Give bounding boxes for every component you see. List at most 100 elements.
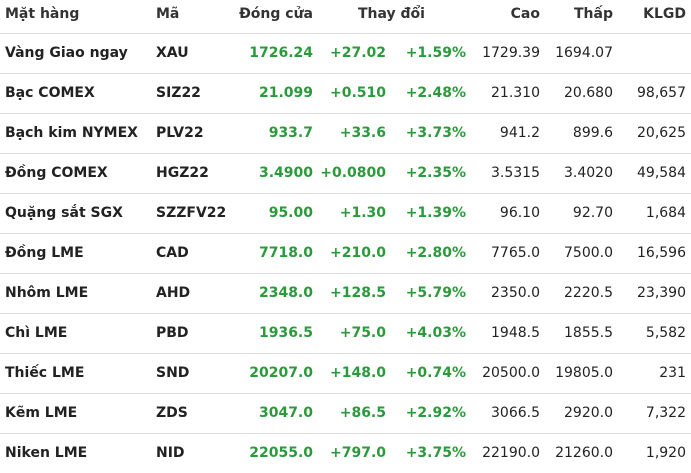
table-row: Bạc COMEX SIZ22 21.099 +0.510 +2.48% 21.310 20… bbox=[0, 73, 691, 113]
table-cell: +797.0 bbox=[329, 445, 386, 461]
table-cell: +2.80% bbox=[405, 245, 466, 261]
table-cell: 22190.0 bbox=[482, 445, 540, 461]
table-cell: 1694.07 bbox=[555, 45, 613, 61]
table-cell: 2220.5 bbox=[564, 285, 613, 301]
table-cell: 23,390 bbox=[637, 285, 686, 301]
table-cell: 941.2 bbox=[499, 125, 540, 141]
table-row: Niken LME NID 22055.0 +797.0 +3.75% 22190.0 21… bbox=[0, 433, 691, 473]
table-row: Đồng LME CAD 7718.0 +210.0 +2.80% 7765.0 7500.… bbox=[0, 233, 691, 273]
table-cell: Bạc COMEX bbox=[5, 85, 95, 101]
header-cell: KLGD bbox=[643, 6, 686, 22]
table-cell: Kẽm LME bbox=[5, 405, 78, 421]
table-cell: +0.74% bbox=[405, 365, 466, 381]
table-cell: ZDS bbox=[156, 405, 188, 421]
table-cell: +0.0800 bbox=[320, 165, 386, 181]
table-cell: Vàng Giao ngay bbox=[5, 45, 128, 61]
table-cell: +5.79% bbox=[405, 285, 466, 301]
table-cell: AHD bbox=[156, 285, 191, 301]
table-cell: Đồng COMEX bbox=[5, 165, 108, 181]
table-row: Đồng COMEX HGZ22 3.4900 +0.0800 +2.35% 3.5315… bbox=[0, 153, 691, 193]
table-cell: +210.0 bbox=[329, 245, 386, 261]
table-cell: NID bbox=[156, 445, 185, 461]
table-cell: Đồng LME bbox=[5, 245, 84, 261]
table-cell: XAU bbox=[156, 45, 189, 61]
table-row: Chì LME PBD 1936.5 +75.0 +4.03% 1948.5 1855.5 5… bbox=[0, 313, 691, 353]
table-row: Vàng Giao ngay XAU 1726.24 +27.02 +1.59% 1729… bbox=[0, 33, 691, 73]
table-cell: +2.48% bbox=[405, 85, 466, 101]
table-cell: 3.4900 bbox=[258, 165, 313, 181]
table-cell: SND bbox=[156, 365, 190, 381]
table-cell: Chì LME bbox=[5, 325, 68, 341]
table-cell: 7500.0 bbox=[564, 245, 613, 261]
table-cell: 21260.0 bbox=[555, 445, 613, 461]
table-cell: +128.5 bbox=[329, 285, 386, 301]
table-cell: +1.30 bbox=[339, 205, 386, 221]
table-cell: 92.70 bbox=[572, 205, 613, 221]
table-cell: +2.35% bbox=[405, 165, 466, 181]
table-cell: 899.6 bbox=[572, 125, 613, 141]
table-cell: 19805.0 bbox=[555, 365, 613, 381]
table-row: Thiếc LME SND 20207.0 +148.0 +0.74% 20500.0 19… bbox=[0, 353, 691, 393]
table-cell: 16,596 bbox=[637, 245, 686, 261]
table-cell: 20.680 bbox=[564, 85, 613, 101]
header-row: Mặt hàng Mã Đóng cửa Thay đổi Cao Thấp KLGD bbox=[0, 0, 691, 33]
table-cell: 2920.0 bbox=[564, 405, 613, 421]
table-cell: Bạch kim NYMEX bbox=[5, 125, 138, 141]
table-cell: 49,584 bbox=[637, 165, 686, 181]
table-cell: +4.03% bbox=[405, 325, 466, 341]
header-cell: Mặt hàng bbox=[5, 6, 80, 22]
table-cell: Thiếc LME bbox=[5, 365, 85, 381]
table-cell: +2.92% bbox=[405, 405, 466, 421]
table-cell: 1729.39 bbox=[482, 45, 540, 61]
table-cell: 22055.0 bbox=[249, 445, 313, 461]
table-cell: 3047.0 bbox=[258, 405, 313, 421]
table-cell: 1,920 bbox=[645, 445, 686, 461]
table-cell: SIZ22 bbox=[156, 85, 201, 101]
table-cell: 5,582 bbox=[645, 325, 686, 341]
table-cell: 7765.0 bbox=[491, 245, 540, 261]
table-cell: HGZ22 bbox=[156, 165, 209, 181]
table-cell: +86.5 bbox=[339, 405, 386, 421]
table-cell: Nhôm LME bbox=[5, 285, 89, 301]
table-cell: 1948.5 bbox=[491, 325, 540, 341]
table-cell: Niken LME bbox=[5, 445, 88, 461]
table-cell: 7,322 bbox=[645, 405, 686, 421]
table-cell: 1936.5 bbox=[258, 325, 313, 341]
table-cell: +1.59% bbox=[405, 45, 466, 61]
table-cell: 3066.5 bbox=[491, 405, 540, 421]
table-cell: +3.75% bbox=[405, 445, 466, 461]
table-cell: 21.310 bbox=[491, 85, 540, 101]
table-cell: 96.10 bbox=[499, 205, 540, 221]
table-cell: CAD bbox=[156, 245, 189, 261]
table-cell: 7718.0 bbox=[258, 245, 313, 261]
table-cell: 1,684 bbox=[645, 205, 686, 221]
table-cell: PLV22 bbox=[156, 125, 204, 141]
table-cell: 2348.0 bbox=[258, 285, 313, 301]
table-row: Kẽm LME ZDS 3047.0 +86.5 +2.92% 3066.5 2920.0 7… bbox=[0, 393, 691, 433]
table-cell: 1726.24 bbox=[249, 45, 313, 61]
header-cell: Mã bbox=[156, 6, 180, 22]
table-cell: 20207.0 bbox=[249, 365, 313, 381]
table-cell: 2350.0 bbox=[491, 285, 540, 301]
table-cell: 95.00 bbox=[268, 205, 313, 221]
table-cell: SZZFV22 bbox=[156, 205, 227, 221]
table-cell: 3.4020 bbox=[564, 165, 613, 181]
header-cell: Cao bbox=[510, 6, 540, 22]
table-cell: PBD bbox=[156, 325, 189, 341]
table-cell: 98,657 bbox=[637, 85, 686, 101]
table-cell: +0.510 bbox=[329, 85, 386, 101]
table-cell: 933.7 bbox=[268, 125, 313, 141]
table-cell: 3.5315 bbox=[491, 165, 540, 181]
table-cell: +33.6 bbox=[339, 125, 386, 141]
table-cell: 21.099 bbox=[258, 85, 313, 101]
table-cell: +3.73% bbox=[405, 125, 466, 141]
table-row: Quặng sắt SGX SZZFV22 95.00 +1.30 +1.39% 96.1… bbox=[0, 193, 691, 233]
header-cell: Thấp bbox=[574, 6, 613, 22]
table-cell: 20,625 bbox=[637, 125, 686, 141]
header-cell: Đóng cửa bbox=[239, 6, 313, 22]
table-row: Bạch kim NYMEX PLV22 933.7 +33.6 +3.73% 941.2… bbox=[0, 113, 691, 153]
table-cell: +1.39% bbox=[405, 205, 466, 221]
table-cell: 1855.5 bbox=[564, 325, 613, 341]
header-cell: Thay đổi bbox=[358, 6, 425, 22]
